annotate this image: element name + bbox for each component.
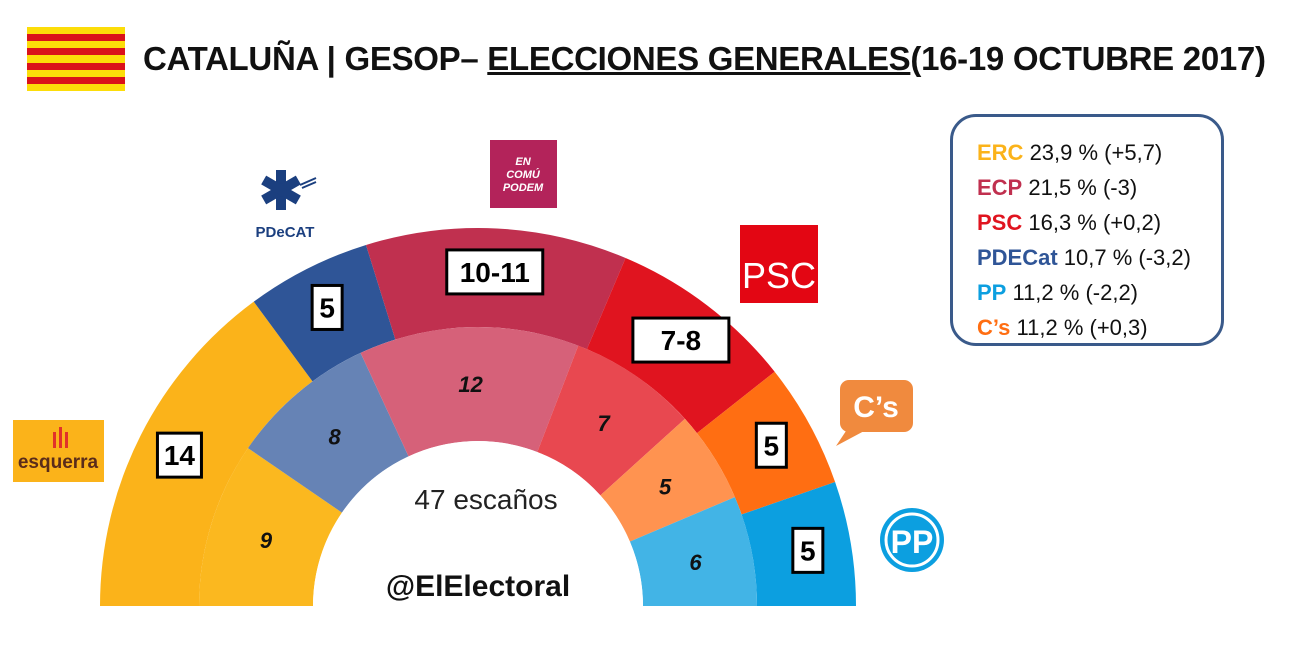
- legend-value: 23,9 % (+5,7): [1023, 140, 1163, 165]
- header: CATALUÑA | GESOP– ELECCIONES GENERALES(1…: [0, 0, 1290, 110]
- legend-row: PP 11,2 % (-2,2): [977, 275, 1221, 310]
- psc-logo: PSC: [740, 225, 818, 303]
- legend-value: 16,3 % (+0,2): [1022, 210, 1162, 235]
- legend-party: ERC: [977, 140, 1024, 165]
- outer-label-pp: 5: [800, 535, 816, 566]
- outer-label-box-psc: [631, 316, 731, 364]
- page-title: CATALUÑA | GESOP– ELECCIONES GENERALES(1…: [143, 40, 1266, 78]
- outer-label-box-pdecat: [310, 283, 344, 331]
- inner-label-pp: 6: [689, 550, 702, 575]
- legend-party: ECP: [977, 175, 1023, 200]
- legend-value: 10,7 % (-3,2): [1057, 245, 1191, 270]
- legend-value: 11,2 % (-2,2): [1006, 280, 1139, 305]
- legend-party: C’s: [977, 315, 1011, 340]
- outer-label-erc: 14: [164, 440, 196, 471]
- inner-segment-pp: [629, 497, 757, 606]
- total-seats-label: 47 escaños: [414, 484, 557, 515]
- legend-row: ERC 23,9 % (+5,7): [977, 135, 1221, 170]
- watermark-label: @ElElectoral: [386, 570, 570, 603]
- legend-party: PSC: [977, 210, 1023, 235]
- outer-label-pdecat: 5: [319, 293, 335, 324]
- outer-label-box-ecp: [445, 248, 545, 296]
- legend-row: C’s 11,2 % (+0,3): [977, 310, 1221, 345]
- legend-row: PDECat 10,7 % (-3,2): [977, 240, 1221, 275]
- pdecat-logo-text: PDeCAT: [256, 224, 315, 241]
- chart-rings: [100, 228, 856, 606]
- legend-row: PSC 16,3 % (+0,2): [977, 205, 1221, 240]
- legend-party: PDECat: [977, 245, 1058, 270]
- cs-logo-text: C’s: [853, 391, 899, 424]
- inner-label-cs: 5: [659, 475, 672, 500]
- outer-segment-erc: [100, 301, 313, 606]
- pp-logo-text: PP: [891, 524, 934, 560]
- catalan-flag-icon: [27, 27, 125, 91]
- outer-label-box-erc: [155, 431, 203, 479]
- chart-labels: 14 5 10-11 7-8 5 5 9 8 12 7 5 6: [155, 248, 825, 575]
- pp-logo: PP: [880, 508, 944, 572]
- inner-label-ecp: 12: [458, 372, 483, 397]
- erc-logo: esquerra: [13, 420, 104, 482]
- chart-center: [313, 441, 643, 606]
- outer-label-ecp: 10-11: [460, 257, 530, 288]
- cs-logo: C’s: [836, 380, 913, 446]
- title-dates: (16-19 OCTUBRE 2017): [910, 40, 1266, 77]
- inner-segment-psc: [537, 345, 685, 496]
- outer-label-box-pp: [791, 526, 825, 574]
- legend-value: 21,5 % (-3): [1022, 175, 1138, 200]
- inner-segment-cs: [600, 418, 735, 542]
- outer-label-cs: 5: [764, 430, 780, 461]
- inner-segment-ecp: [360, 327, 579, 457]
- svg-text:EN: EN: [515, 156, 531, 168]
- legend-row: ECP 21,5 % (-3): [977, 170, 1221, 205]
- inner-label-psc: 7: [598, 411, 612, 436]
- inner-segment-erc: [199, 448, 342, 606]
- outer-label-psc: 7-8: [661, 325, 701, 356]
- title-pollster: GESOP–: [344, 40, 479, 77]
- svg-text:COMÚ: COMÚ: [506, 168, 541, 181]
- title-separator: |: [326, 40, 336, 77]
- legend-value: 11,2 % (+0,3): [1010, 315, 1148, 340]
- outer-label-box-cs: [754, 421, 788, 469]
- title-election: ELECCIONES GENERALES: [487, 40, 911, 77]
- title-region: CATALUÑA: [143, 40, 318, 77]
- erc-logo-text: esquerra: [18, 452, 99, 473]
- inner-label-pdecat: 8: [329, 424, 342, 449]
- inner-label-erc: 9: [260, 528, 273, 553]
- ecp-logo: EN COMÚ PODEM: [490, 140, 557, 208]
- vote-share-legend: ERC 23,9 % (+5,7) ECP 21,5 % (-3) PSC 16,3…: [950, 114, 1224, 346]
- svg-text:PODEM: PODEM: [503, 182, 544, 194]
- pdecat-logo: PDeCAT: [256, 170, 317, 241]
- psc-logo-text: PSC: [742, 255, 816, 296]
- legend-party: PP: [977, 280, 1007, 305]
- inner-segment-pdecat: [247, 352, 409, 513]
